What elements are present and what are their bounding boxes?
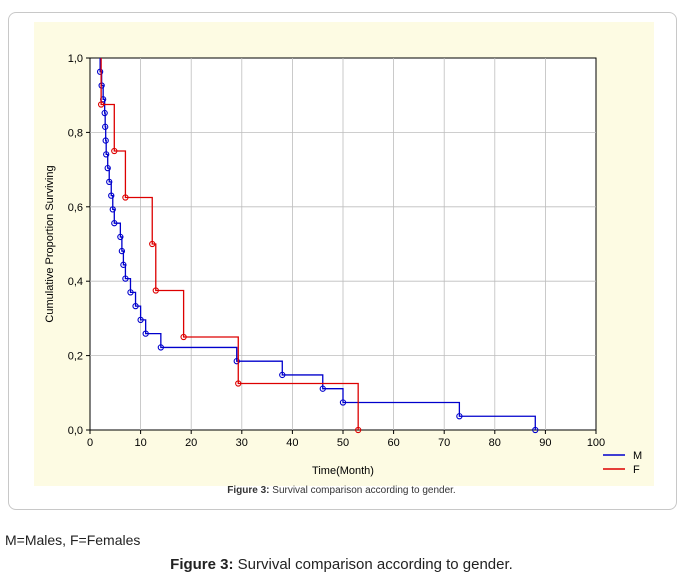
survival-chart: 0 10 20 30 40 50 60 70 80 90 100 0,0 0,2 0,4 0,6 0,8 1,0…: [34, 22, 654, 486]
censor-point-M: [103, 151, 110, 158]
y-tick-label: 0,4: [68, 276, 83, 288]
censor-point-F: [180, 333, 187, 341]
censor-point-M: [132, 302, 139, 310]
x-axis-label: Time(Month): [312, 465, 374, 477]
y-tick-label: 0,0: [68, 425, 83, 437]
censor-point-M: [96, 68, 104, 75]
censor-point-M: [233, 358, 240, 365]
censor-point-F: [355, 426, 362, 434]
censor-point-M: [109, 206, 116, 213]
censor-point-M: [279, 371, 286, 379]
grid: [90, 58, 596, 430]
legend-label-F: F: [633, 464, 640, 476]
caption-label: Figure 3:: [170, 556, 234, 573]
censor-point-F: [122, 194, 129, 201]
censor-point-M: [101, 109, 108, 117]
x-tick-label: 70: [438, 437, 450, 449]
axis-ticks: 0 10 20 30 40 50 60 70 80 90 100 0,0 0,2 0,4 0,6 0,8 1,0: [68, 53, 605, 449]
x-tick-label: 50: [337, 437, 349, 449]
x-tick-label: 0: [87, 437, 93, 449]
x-tick-label: 30: [236, 437, 248, 449]
censor-point-M: [319, 385, 326, 392]
censor-point-M: [137, 316, 144, 324]
censor-point-M: [142, 330, 149, 337]
censor-point-M: [122, 275, 129, 282]
censor-point-F: [235, 380, 242, 387]
inner-caption-label: Figure 3:: [227, 485, 270, 496]
y-axis-label: Cumulative Proportion Surviving: [44, 165, 56, 322]
censor-point-M: [120, 261, 127, 268]
censor-point-M: [111, 220, 118, 227]
x-tick-label: 90: [539, 437, 551, 449]
censor-point-M: [118, 247, 126, 255]
figure-caption: Figure 3: Survival comparison according …: [0, 556, 683, 573]
y-tick-label: 0,8: [68, 127, 83, 139]
censor-point-M: [456, 413, 463, 420]
series-line-F: [100, 58, 359, 430]
x-tick-label: 80: [489, 437, 501, 449]
x-tick-label: 100: [587, 437, 605, 449]
censor-point-M: [117, 233, 124, 241]
censor-point-F: [111, 147, 118, 155]
x-tick-label: 20: [185, 437, 197, 449]
censor-point-M: [102, 137, 109, 144]
series-group: [96, 58, 539, 434]
censor-point-M: [102, 123, 109, 130]
inner-caption-text: Survival comparison according to gender.: [269, 485, 456, 496]
y-tick-label: 1,0: [68, 53, 83, 65]
x-tick-label: 10: [134, 437, 146, 449]
legend-label-M: M: [633, 450, 642, 462]
inner-figure-caption: Figure 3: Survival comparison according …: [0, 485, 683, 496]
censor-point-M: [108, 192, 115, 199]
abbreviation-note: M=Males, F=Females: [5, 532, 141, 548]
censor-point-M: [104, 164, 111, 172]
censor-point-F: [152, 287, 159, 294]
caption-text: Survival comparison according to gender.: [233, 556, 513, 573]
censor-point-F: [97, 101, 105, 108]
censor-point-M: [532, 426, 539, 434]
legend: MF: [603, 450, 642, 476]
censor-point-F: [149, 240, 156, 248]
censor-point-M: [339, 399, 347, 406]
x-tick-label: 60: [387, 437, 399, 449]
censor-point-M: [127, 289, 134, 296]
y-tick-label: 0,6: [68, 202, 83, 214]
y-tick-label: 0,2: [68, 351, 83, 363]
censor-point-M: [157, 344, 164, 351]
censor-point-M: [106, 178, 113, 186]
x-tick-label: 40: [286, 437, 298, 449]
